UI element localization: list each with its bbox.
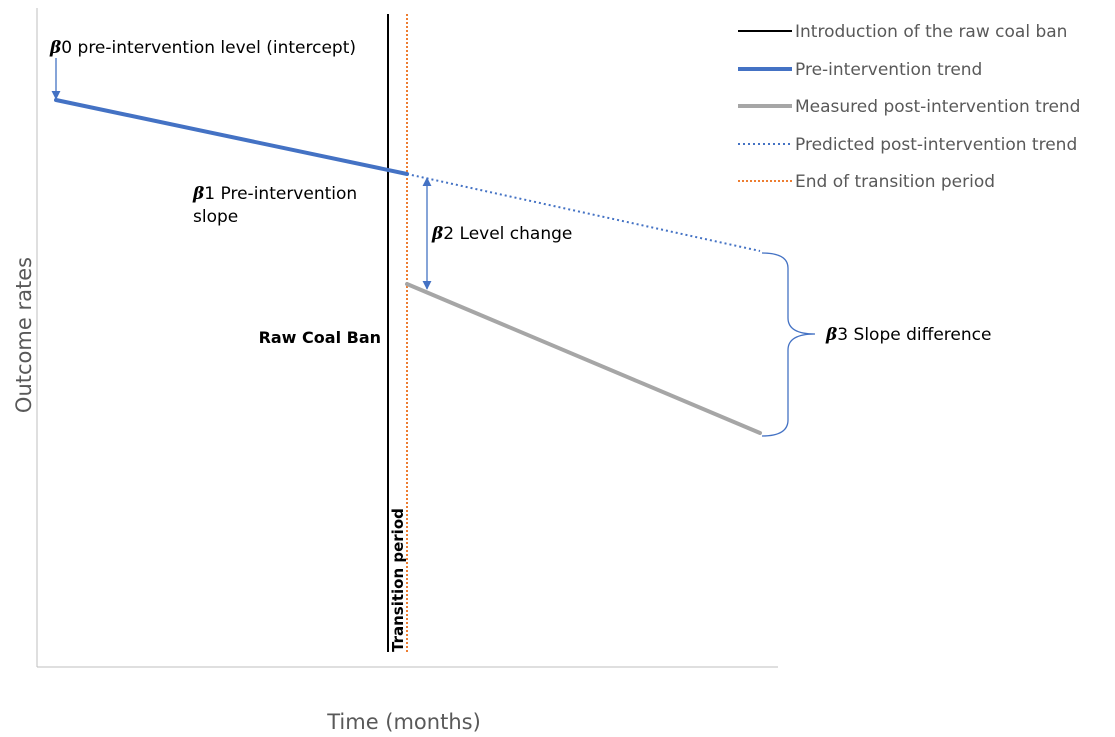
beta2-symbol: 𝜷 (431, 224, 443, 244)
legend-item-transition-end: End of transition period (738, 172, 995, 192)
beta1-label-line2: slope (193, 207, 238, 227)
beta3-label: 𝜷3 Slope difference (825, 325, 991, 345)
beta0-number: 0 (61, 38, 72, 58)
transition-period-label: Transition period (389, 508, 407, 652)
beta2-number: 2 (443, 224, 454, 244)
x-axis-title: Time (months) (326, 710, 481, 734)
legend-label-pre-trend: Pre-intervention trend (795, 60, 982, 80)
legend-label-measured: Measured post-intervention trend (795, 97, 1080, 117)
beta3-symbol: 𝜷 (825, 325, 837, 345)
predicted-post-intervention-line (406, 173, 761, 252)
legend-label-predicted: Predicted post-intervention trend (795, 135, 1077, 155)
legend-item-pre-trend: Pre-intervention trend (738, 60, 982, 80)
beta1-label: 𝜷1 Pre-intervention (192, 184, 357, 204)
legend-item-measured: Measured post-intervention trend (738, 97, 1080, 117)
beta0-label: 𝜷0 pre-intervention level (intercept) (49, 38, 356, 58)
beta2-label: 𝜷2 Level change (431, 224, 572, 244)
pre-intervention-trend-line (54, 98, 409, 176)
beta1-text-line1: Pre-intervention (215, 184, 357, 204)
beta2-text: Level change (454, 224, 572, 244)
legend-item-predicted: Predicted post-intervention trend (738, 135, 1077, 155)
legend-label-transition-end: End of transition period (795, 172, 995, 192)
beta0-text: pre-intervention level (intercept) (72, 38, 356, 58)
legend-item-ban: Introduction of the raw coal ban (738, 22, 1067, 42)
beta3-number: 3 (837, 325, 848, 345)
y-axis-title: Outcome rates (12, 257, 36, 413)
beta0-symbol: 𝜷 (49, 38, 61, 58)
legend: Introduction of the raw coal ban Pre-int… (738, 22, 1080, 192)
beta3-brace (761, 252, 816, 437)
raw-coal-ban-label: Raw Coal Ban (259, 328, 381, 347)
beta3-text: Slope difference (848, 325, 991, 345)
measured-post-intervention-line (405, 282, 762, 435)
beta1-symbol: 𝜷 (192, 184, 204, 204)
beta1-number: 1 (204, 184, 215, 204)
legend-label-ban: Introduction of the raw coal ban (795, 22, 1067, 42)
